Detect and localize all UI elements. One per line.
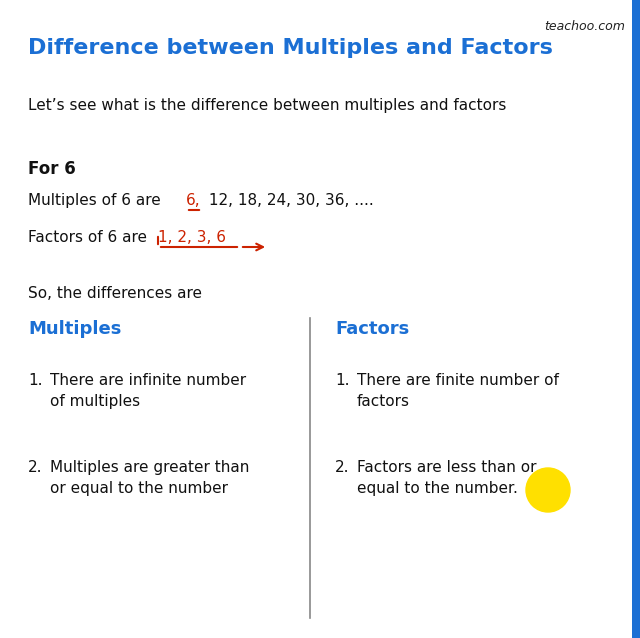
Text: 1.: 1. [335, 373, 349, 388]
Text: 6,: 6, [186, 193, 200, 208]
Text: Multiples: Multiples [28, 320, 122, 338]
Text: 1, 2, 3, 6: 1, 2, 3, 6 [158, 230, 226, 245]
Text: For 6: For 6 [28, 160, 76, 178]
Text: Multiples of 6 are: Multiples of 6 are [28, 193, 166, 208]
Bar [632, 0, 640, 638]
Text: Factors are less than or
equal to the number.: Factors are less than or equal to the nu… [357, 460, 536, 496]
Text: 12, 18, 24, 30, 36, ....: 12, 18, 24, 30, 36, .... [204, 193, 374, 208]
Text: 2.: 2. [28, 460, 42, 475]
Text: Factors: Factors [335, 320, 409, 338]
Circle shape [526, 468, 570, 512]
Text: 1.: 1. [28, 373, 42, 388]
Text: 2.: 2. [335, 460, 349, 475]
Text: Let’s see what is the difference between multiples and factors: Let’s see what is the difference between… [28, 98, 506, 113]
Text: Multiples are greater than
or equal to the number: Multiples are greater than or equal to t… [50, 460, 250, 496]
Text: There are infinite number
of multiples: There are infinite number of multiples [50, 373, 246, 409]
Text: teachoo.com: teachoo.com [544, 20, 625, 33]
Text: So, the differences are: So, the differences are [28, 286, 202, 301]
Text: Difference between Multiples and Factors: Difference between Multiples and Factors [28, 38, 553, 58]
Text: Factors of 6 are: Factors of 6 are [28, 230, 152, 245]
Text: There are finite number of
factors: There are finite number of factors [357, 373, 559, 409]
